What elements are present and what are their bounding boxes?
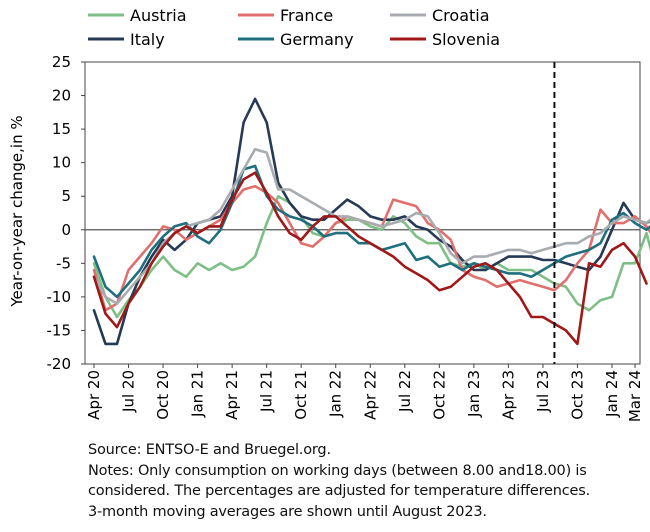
x-tick-label: Oct 20 — [154, 370, 172, 420]
y-tick-label: -15 — [47, 321, 72, 339]
legend-label-germany: Germany — [280, 30, 354, 49]
x-axis: Apr 20 Jul 20 Oct 20 Jan 21 Apr 21 Jul 21 Oct … — [85, 364, 644, 422]
x-tick-label: Oct 23 — [568, 370, 586, 420]
y-tick-label: 10 — [52, 154, 71, 172]
series-line-croatia — [92, 147, 650, 305]
legend-label-austria: Austria — [130, 6, 187, 25]
y-tick-label: 0 — [61, 221, 71, 239]
series-line-france — [92, 184, 650, 312]
x-tick-label: Jan 24 — [603, 370, 621, 418]
y-tick-label: -20 — [47, 355, 72, 373]
x-tick-label: Apr 23 — [499, 370, 517, 420]
legend-label-slovenia: Slovenia — [432, 30, 500, 49]
series-lines — [92, 97, 650, 346]
x-tick-label: Jan 21 — [189, 370, 207, 418]
y-axis: -20 -15 -10 -5 0 5 10 15 20 25 — [47, 53, 85, 373]
y-axis-label: Year-on-year change,in % — [8, 115, 26, 307]
source-line: Source: ENTSO-E and Bruegel.org. — [88, 442, 331, 458]
legend-label-croatia: Croatia — [432, 6, 490, 25]
notes-line-1: Notes: Only consumption on working days … — [88, 463, 587, 479]
legend-label-france: France — [280, 6, 333, 25]
x-tick-label: Jul 20 — [120, 370, 138, 413]
x-tick-label: Oct 22 — [430, 370, 448, 420]
x-tick-label: Jul 23 — [534, 370, 552, 413]
y-tick-label: 5 — [61, 187, 71, 205]
x-tick-label: Jan 22 — [327, 370, 345, 418]
line-chart: Austria France Croatia Italy Germany Slovenia… — [8, 6, 650, 422]
x-tick-label: Mar 24 — [626, 370, 644, 422]
legend-label-italy: Italy — [130, 30, 165, 49]
x-tick-label: Apr 22 — [361, 370, 379, 420]
x-tick-label: Apr 20 — [85, 370, 103, 420]
y-tick-label: 15 — [52, 120, 71, 138]
plot-area-frame — [84, 61, 641, 365]
x-tick-label: Oct 21 — [292, 370, 310, 420]
x-tick-label: Jul 22 — [396, 370, 414, 413]
series-line-italy — [92, 97, 650, 346]
notes-line-2: considered. The percentages are adjusted… — [88, 483, 591, 499]
x-tick-label: Jul 21 — [258, 370, 276, 413]
chart-legend: Austria France Croatia Italy Germany Slovenia — [88, 6, 500, 49]
x-tick-label: Apr 21 — [223, 370, 241, 420]
y-tick-label: 20 — [52, 87, 71, 105]
y-tick-label: -10 — [47, 288, 72, 306]
y-tick-label: 25 — [52, 53, 71, 71]
y-tick-label: -5 — [56, 254, 71, 272]
notes-line-3: 3-month moving averages are shown until … — [88, 504, 487, 520]
x-tick-label: Jan 23 — [465, 370, 483, 418]
